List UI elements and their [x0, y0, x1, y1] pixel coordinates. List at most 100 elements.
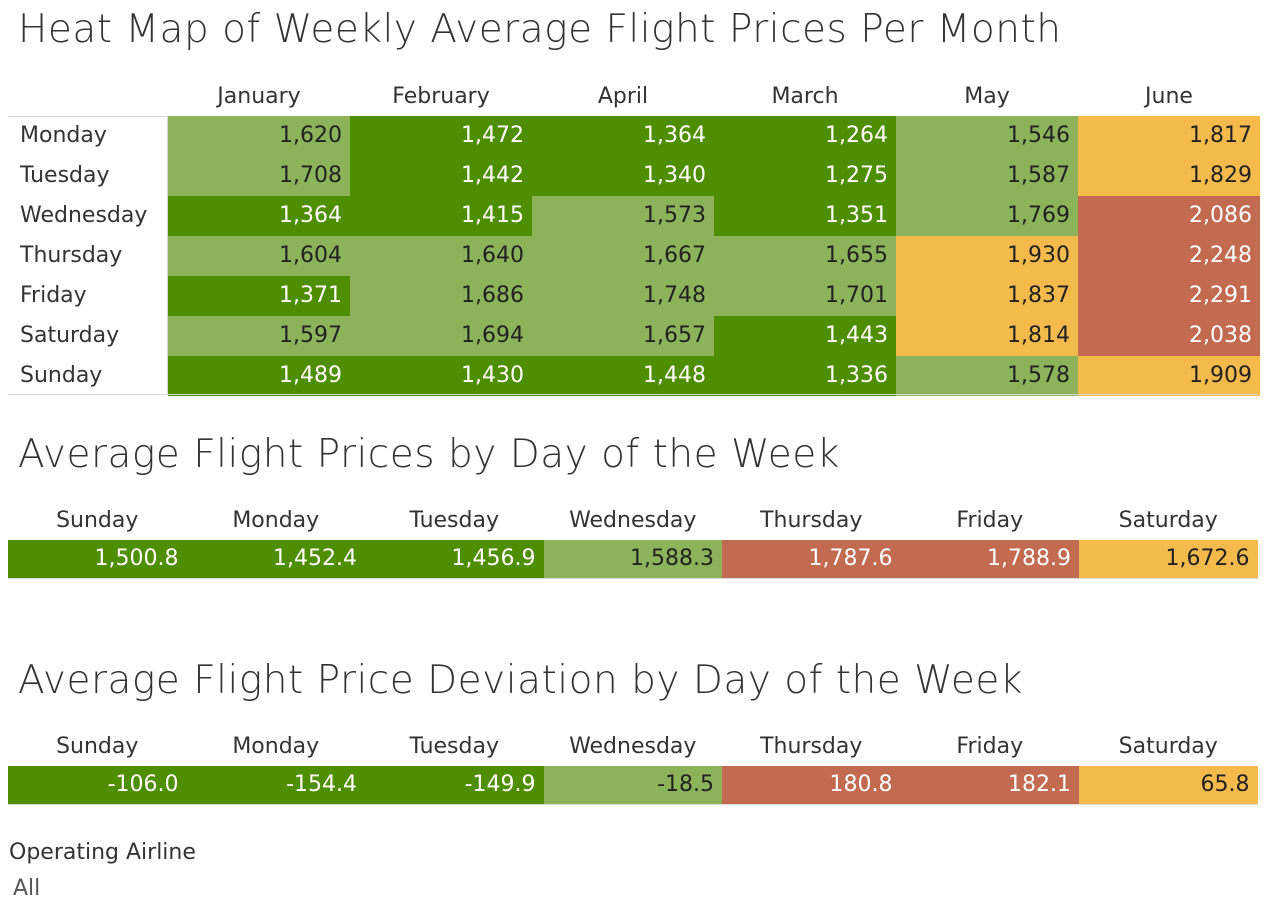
- heatmap-cell[interactable]: 2,086: [1078, 196, 1260, 236]
- heatmap-cell[interactable]: 1,364: [532, 116, 714, 156]
- heatmap-column-header: March: [771, 84, 839, 109]
- day-average-cell[interactable]: 1,500.8: [8, 540, 187, 578]
- heatmap-row: Saturday 1,597 1,694 1,657 1,443 1,814 2,038: [8, 316, 1260, 356]
- day-average-strip: Sunday Monday Tuesday Wednesday Thursday Frid…: [8, 502, 1258, 579]
- heatmap-label-top-border: [8, 116, 168, 117]
- day-deviation-header: Saturday: [1118, 734, 1218, 759]
- day-deviation-cell[interactable]: 180.8: [722, 766, 901, 804]
- day-deviation-headers: Sunday Monday Tuesday Wednesday Thursday Frid…: [8, 728, 1258, 766]
- heatmap-column-header: June: [1145, 84, 1193, 109]
- heatmap-title: Heat Map of Weekly Average Flight Prices…: [18, 7, 1062, 52]
- day-deviation-header: Friday: [956, 734, 1024, 759]
- heatmap-cell[interactable]: 1,443: [714, 316, 896, 356]
- heatmap-cell[interactable]: 1,667: [532, 236, 714, 276]
- heatmap-cell[interactable]: 1,604: [168, 236, 350, 276]
- heatmap-cell[interactable]: 1,448: [532, 356, 714, 396]
- day-deviation-values: -106.0 -154.4 -149.9 -18.5 180.8 182.1 65.8: [8, 766, 1258, 805]
- heatmap-rows: Monday 1,620 1,472 1,364 1,264 1,546 1,817 Tues…: [8, 116, 1260, 396]
- heatmap-cell[interactable]: 1,829: [1078, 156, 1260, 196]
- heatmap-row-label: Sunday: [20, 363, 103, 388]
- operating-airline-filter-label: Operating Airline: [9, 840, 196, 865]
- heatmap-cell[interactable]: 1,587: [896, 156, 1078, 196]
- heatmap-cell[interactable]: 1,415: [350, 196, 532, 236]
- heatmap-cell[interactable]: 1,546: [896, 116, 1078, 156]
- day-average-cell[interactable]: 1,588.3: [543, 540, 722, 578]
- heatmap-cell[interactable]: 1,340: [532, 156, 714, 196]
- day-deviation-cell[interactable]: 182.1: [900, 766, 1079, 804]
- heatmap-row-label: Friday: [20, 283, 87, 308]
- day-average-cell[interactable]: 1,452.4: [186, 540, 365, 578]
- heatmap-cell[interactable]: 1,694: [350, 316, 532, 356]
- heatmap-cell[interactable]: 1,573: [532, 196, 714, 236]
- day-deviation-cell[interactable]: -154.4: [186, 766, 365, 804]
- day-deviation-cell[interactable]: -18.5: [543, 766, 722, 804]
- day-average-cell[interactable]: 1,456.9: [365, 540, 544, 578]
- heatmap-column-header: February: [392, 84, 490, 109]
- heatmap-cell[interactable]: 1,578: [896, 356, 1078, 396]
- heatmap-cell[interactable]: 1,837: [896, 276, 1078, 316]
- heatmap-cell[interactable]: 2,248: [1078, 236, 1260, 276]
- heatmap-cell[interactable]: 1,748: [532, 276, 714, 316]
- heatmap-cell[interactable]: 1,708: [168, 156, 350, 196]
- heatmap-cell[interactable]: 1,275: [714, 156, 896, 196]
- heatmap-row: Thursday 1,604 1,640 1,667 1,655 1,930 2,248: [8, 236, 1260, 276]
- heatmap-cell[interactable]: 1,351: [714, 196, 896, 236]
- day-average-title: Average Flight Prices by Day of the Week: [18, 432, 840, 477]
- day-deviation-header: Tuesday: [409, 734, 499, 759]
- heatmap-column-header: April: [597, 84, 649, 109]
- day-deviation-header: Thursday: [760, 734, 863, 759]
- heatmap-cell[interactable]: 1,686: [350, 276, 532, 316]
- heatmap-row: Friday 1,371 1,686 1,748 1,701 1,837 2,291: [8, 276, 1260, 316]
- heatmap-row-label: Monday: [20, 123, 107, 148]
- heatmap-row: Monday 1,620 1,472 1,364 1,264 1,546 1,817: [8, 116, 1260, 156]
- heatmap-cell[interactable]: 1,620: [168, 116, 350, 156]
- heatmap-cell[interactable]: 1,817: [1078, 116, 1260, 156]
- heatmap-cell[interactable]: 1,442: [350, 156, 532, 196]
- heatmap-cell[interactable]: 2,038: [1078, 316, 1260, 356]
- heatmap-row-label: Tuesday: [20, 163, 110, 188]
- day-average-header: Monday: [232, 508, 320, 533]
- day-average-values: 1,500.8 1,452.4 1,456.9 1,588.3 1,787.6 1,788…: [8, 540, 1258, 579]
- heatmap-row: Sunday 1,489 1,430 1,448 1,336 1,578 1,909: [8, 356, 1260, 396]
- heatmap-cell[interactable]: 1,640: [350, 236, 532, 276]
- heatmap-cell[interactable]: 1,472: [350, 116, 532, 156]
- heatmap-column-header: January: [217, 84, 301, 109]
- day-average-cell[interactable]: 1,788.9: [900, 540, 1079, 578]
- day-deviation-cell[interactable]: -149.9: [365, 766, 544, 804]
- heatmap-row-label: Saturday: [20, 323, 120, 348]
- day-deviation-title: Average Flight Price Deviation by Day of…: [18, 658, 1023, 703]
- heatmap-cell[interactable]: 1,364: [168, 196, 350, 236]
- heatmap-cell[interactable]: 1,655: [714, 236, 896, 276]
- operating-airline-filter-value[interactable]: All: [13, 876, 41, 901]
- heatmap-cell[interactable]: 1,769: [896, 196, 1078, 236]
- day-average-header: Tuesday: [409, 508, 499, 533]
- day-average-header: Sunday: [56, 508, 139, 533]
- heatmap-cell[interactable]: 1,264: [714, 116, 896, 156]
- heatmap-cell[interactable]: 1,701: [714, 276, 896, 316]
- day-average-cell[interactable]: 1,787.6: [722, 540, 901, 578]
- heatmap-cell[interactable]: 1,909: [1078, 356, 1260, 396]
- heatmap-cell[interactable]: 1,814: [896, 316, 1078, 356]
- heatmap-cell[interactable]: 1,597: [168, 316, 350, 356]
- day-deviation-strip: Sunday Monday Tuesday Wednesday Thursday Frid…: [8, 728, 1258, 805]
- heatmap-cell[interactable]: 1,371: [168, 276, 350, 316]
- heatmap-label-divider: [167, 116, 168, 394]
- heatmap-row-label: Wednesday: [20, 203, 148, 228]
- day-deviation-cell[interactable]: -106.0: [8, 766, 187, 804]
- heatmap-cell[interactable]: 1,336: [714, 356, 896, 396]
- heatmap-cell[interactable]: 1,930: [896, 236, 1078, 276]
- day-average-header: Friday: [956, 508, 1024, 533]
- day-deviation-header: Monday: [232, 734, 320, 759]
- day-average-header: Saturday: [1118, 508, 1218, 533]
- heatmap-cell[interactable]: 1,430: [350, 356, 532, 396]
- day-average-cell[interactable]: 1,672.6: [1079, 540, 1258, 578]
- heatmap-row-label: Thursday: [20, 243, 123, 268]
- heatmap-cell[interactable]: 1,489: [168, 356, 350, 396]
- heatmap-cell[interactable]: 1,657: [532, 316, 714, 356]
- heatmap-cell[interactable]: 2,291: [1078, 276, 1260, 316]
- heatmap-column-headers: January February April March May June: [168, 78, 1260, 116]
- heatmap-row: Wednesday 1,364 1,415 1,573 1,351 1,769 2,086: [8, 196, 1260, 236]
- heatmap-bottom-border: [8, 394, 1258, 395]
- day-average-header: Wednesday: [569, 508, 697, 533]
- day-deviation-cell[interactable]: 65.8: [1079, 766, 1258, 804]
